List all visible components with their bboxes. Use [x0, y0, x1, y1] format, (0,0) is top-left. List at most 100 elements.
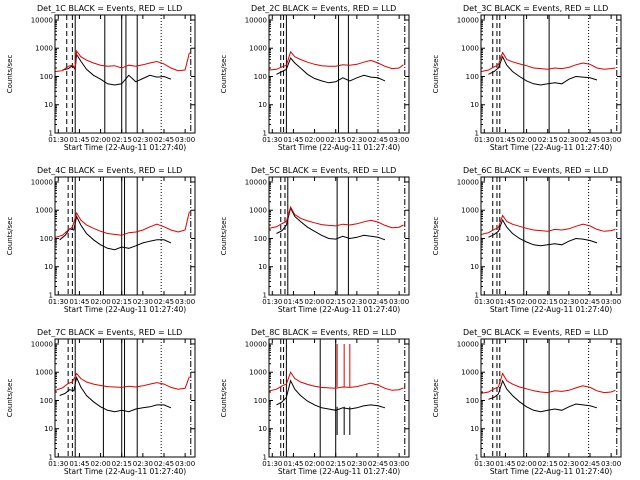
lld-series-line [269, 371, 404, 392]
y-tick-label: 1 [475, 292, 479, 300]
x-tick-label: 01:45 [69, 136, 89, 144]
x-tick-label: 02:30 [559, 298, 579, 306]
panel-title: Det_2C BLACK = Events, RED = LLD [251, 4, 396, 13]
y-tick-label: 100 [254, 235, 267, 243]
y-tick-label: 100 [40, 73, 53, 81]
plot-frame [268, 14, 410, 134]
x-tick-label: 02:00 [516, 136, 536, 144]
x-tick-label: 02:45 [154, 460, 174, 468]
x-tick-label: 02:45 [580, 460, 600, 468]
y-tick-label: 100 [40, 397, 53, 405]
y-tick-label: 10 [44, 101, 53, 109]
y-tick-label: 10 [470, 425, 479, 433]
x-tick-label: 01:30 [474, 298, 494, 306]
events-series-line [276, 57, 386, 84]
panel-title: Det_8C BLACK = Events, RED = LLD [251, 328, 396, 337]
y-tick-label: 100 [254, 397, 267, 405]
y-tick-label: 10000 [31, 178, 53, 186]
y-tick-label: 1 [49, 292, 53, 300]
y-tick-label: 10 [44, 425, 53, 433]
y-tick-label: 10000 [31, 340, 53, 348]
y-tick-label: 10 [44, 263, 53, 271]
y-tick-label: 1 [475, 130, 479, 138]
panel-title: Det_7C BLACK = Events, RED = LLD [37, 328, 182, 337]
x-tick-label: 01:30 [474, 136, 494, 144]
x-tick-label: 02:00 [304, 298, 324, 306]
x-tick-label: 02:00 [516, 460, 536, 468]
y-tick-label: 10000 [245, 178, 267, 186]
x-tick-label: 02:00 [90, 460, 110, 468]
x-tick-label: 02:30 [559, 460, 579, 468]
x-tick-label: 01:45 [283, 298, 303, 306]
y-axis-label: Counts/sec [220, 55, 228, 94]
plot-frame [268, 176, 410, 296]
x-axis-label: Start Time (22-Aug-11 01:27:40) [490, 467, 612, 476]
x-axis-label: Start Time (22-Aug-11 01:27:40) [490, 305, 612, 314]
y-axis-label: Counts/sec [6, 379, 14, 418]
lld-series-line [481, 214, 616, 235]
y-tick-label: 1000 [249, 207, 267, 215]
x-tick-label: 02:15 [326, 298, 346, 306]
lld-series-line [269, 50, 404, 71]
x-tick-label: 01:45 [283, 136, 303, 144]
x-tick-label: 02:15 [326, 136, 346, 144]
y-tick-label: 1 [263, 454, 267, 462]
x-tick-label: 03:00 [601, 298, 621, 306]
events-series-line [276, 206, 386, 241]
y-tick-label: 10 [470, 101, 479, 109]
x-tick-label: 02:00 [516, 298, 536, 306]
events-series-line [276, 379, 386, 411]
y-tick-label: 1 [49, 454, 53, 462]
y-tick-label: 1000 [461, 369, 479, 377]
lld-series-line [481, 372, 616, 394]
x-tick-label: 01:45 [283, 460, 303, 468]
x-tick-label: 03:00 [389, 298, 409, 306]
y-tick-label: 10000 [457, 178, 479, 186]
y-tick-label: 1000 [249, 369, 267, 377]
x-axis-label: Start Time (22-Aug-11 01:27:40) [278, 143, 400, 152]
x-tick-label: 01:45 [495, 298, 515, 306]
y-tick-label: 1000 [35, 369, 53, 377]
y-axis-label: Counts/sec [6, 55, 14, 94]
x-tick-label: 02:15 [538, 136, 558, 144]
plot-frame [480, 14, 622, 134]
x-axis-label: Start Time (22-Aug-11 01:27:40) [64, 143, 186, 152]
x-tick-label: 02:00 [304, 460, 324, 468]
x-tick-label: 01:45 [69, 460, 89, 468]
events-series-line [59, 375, 172, 413]
lld-series-line [55, 372, 190, 391]
events-series-line [59, 214, 172, 251]
y-axis-label: Counts/sec [6, 217, 14, 256]
x-axis-label: Start Time (22-Aug-11 01:27:40) [490, 143, 612, 152]
x-tick-label: 01:30 [48, 460, 68, 468]
x-tick-label: 02:00 [90, 298, 110, 306]
y-tick-label: 10 [258, 101, 267, 109]
x-tick-label: 02:15 [112, 460, 132, 468]
detector-panel: Det_8C BLACK = Events, RED = LLD 1 10 100 10… [220, 328, 410, 476]
x-tick-label: 02:45 [580, 136, 600, 144]
detector-panel: Det_1C BLACK = Events, RED = LLD 1 10 100 10… [6, 4, 196, 152]
x-tick-label: 02:45 [368, 298, 388, 306]
y-axis-label: Counts/sec [432, 217, 440, 256]
y-tick-label: 1000 [35, 207, 53, 215]
panel-title: Det_6C BLACK = Events, RED = LLD [463, 166, 608, 175]
y-tick-label: 10000 [245, 340, 267, 348]
plot-frame [54, 176, 196, 296]
y-tick-label: 10000 [457, 340, 479, 348]
lld-series-line [269, 205, 404, 229]
y-tick-label: 100 [466, 235, 479, 243]
y-tick-label: 10 [258, 425, 267, 433]
y-tick-label: 1 [263, 130, 267, 138]
y-tick-label: 10000 [245, 16, 267, 24]
x-tick-label: 01:30 [474, 460, 494, 468]
x-tick-label: 01:30 [48, 298, 68, 306]
events-series-line [62, 53, 172, 86]
lld-series-line [55, 211, 190, 238]
x-tick-label: 02:30 [347, 460, 367, 468]
y-axis-label: Counts/sec [220, 379, 228, 418]
x-tick-label: 01:45 [495, 460, 515, 468]
y-tick-label: 1000 [461, 45, 479, 53]
panel-title: Det_3C BLACK = Events, RED = LLD [463, 4, 608, 13]
y-axis-label: Counts/sec [432, 55, 440, 94]
x-tick-label: 01:45 [69, 298, 89, 306]
